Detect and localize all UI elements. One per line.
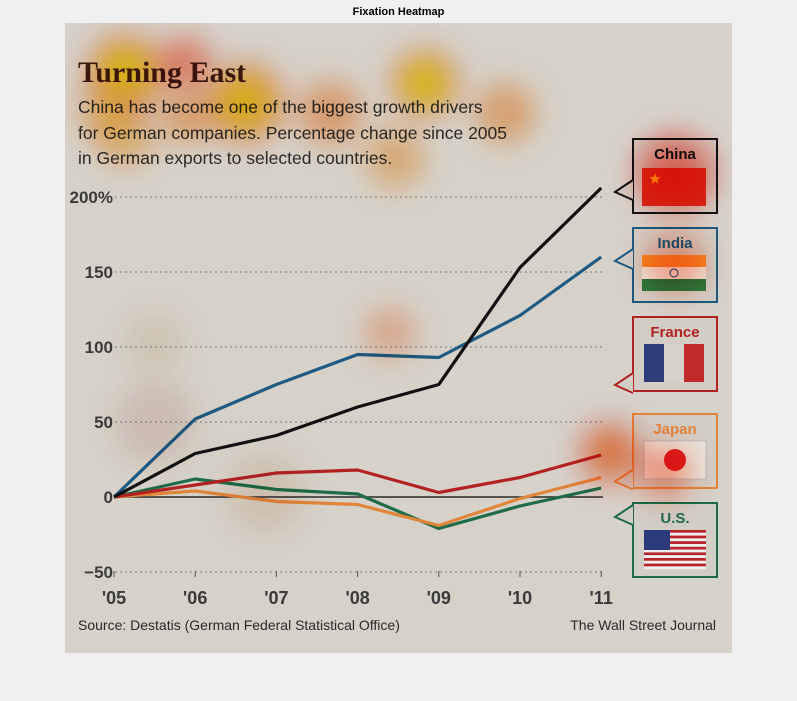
legend-label: Japan [653,421,696,438]
flag-us-canton [644,530,670,550]
heat-blob [405,63,445,103]
heat-blob [225,453,305,533]
legend-pointer [612,372,634,394]
fixation-heatmap-overlay [82,35,713,533]
heat-blob [596,439,624,467]
flag-us-stripe [644,544,706,547]
heat-blob [637,135,713,211]
heat-blob [365,128,425,188]
flag-france-blue [644,344,664,382]
flag-france-white [664,344,684,382]
flag-us-stripe [644,546,706,550]
flag-us-stripe [644,566,706,570]
x-tick-labels: '05 '06 '07 '08 '09 '10 '11 [102,571,613,608]
y-tick-label: 50 [94,413,113,432]
heat-blob [645,233,705,293]
heat-blob [221,79,269,127]
legend-item-france: France [612,316,718,394]
y-tick-label: 100 [85,338,113,357]
y-tick-label: 150 [85,263,113,282]
flag-us-stripe [644,538,706,542]
x-tick-label: '11 [590,588,613,608]
source-note: Source: Destatis (German Federal Statist… [78,617,400,633]
credit-note: The Wall Street Journal [570,617,716,633]
heat-blob [298,81,362,145]
flag-us-stripe [644,541,706,544]
flag-us-stripe [644,535,706,539]
flag-us-stripe [644,563,706,567]
x-tick-label: '10 [508,588,532,608]
y-tick-labels: −50 0 50 100 150 200% [70,188,113,582]
flag-us-stripe [644,530,706,533]
series-line-us [113,477,602,531]
series-line-china [113,186,603,499]
y-tick-label: 200% [70,188,113,207]
series-line-japan [113,475,602,528]
figure-title: Fixation Heatmap [352,6,445,18]
legend-label: U.S. [660,510,689,527]
x-tick-label: '08 [345,588,369,608]
legend-pointer [612,504,634,526]
flag-us-stripe [644,552,706,556]
x-tick-label: '05 [102,588,126,608]
legend-pointer [612,179,634,201]
heat-blob [125,313,185,373]
heat-blob [159,37,211,89]
heat-blob [113,126,137,150]
flag-us-stripe [644,549,706,553]
heat-blob [103,51,147,95]
heat-blob [475,83,535,143]
flag-us-stripe [644,558,706,561]
flag-france-red [684,344,704,382]
heat-blob [115,383,195,463]
y-tick-label: 0 [104,488,113,507]
heat-blob [639,447,691,499]
x-tick-label: '09 [427,588,451,608]
series-line-france [113,453,602,499]
series-line-india [112,255,603,499]
series-lines [112,186,603,531]
x-tick-label: '07 [264,588,288,608]
heat-blob [364,307,416,359]
flag-us-stripe [644,532,706,536]
legend-label: France [650,324,699,341]
flag-us-stripe [644,560,706,564]
legend-pointer [612,248,634,270]
y-tick-label: −50 [84,563,113,582]
legend-item-us: U.S. [612,502,718,578]
heat-blob [159,92,211,144]
flag-us-stripe [644,555,706,558]
x-tick-label: '06 [183,588,207,608]
chart-subtitle-line-3: in German exports to selected countries. [78,148,392,168]
